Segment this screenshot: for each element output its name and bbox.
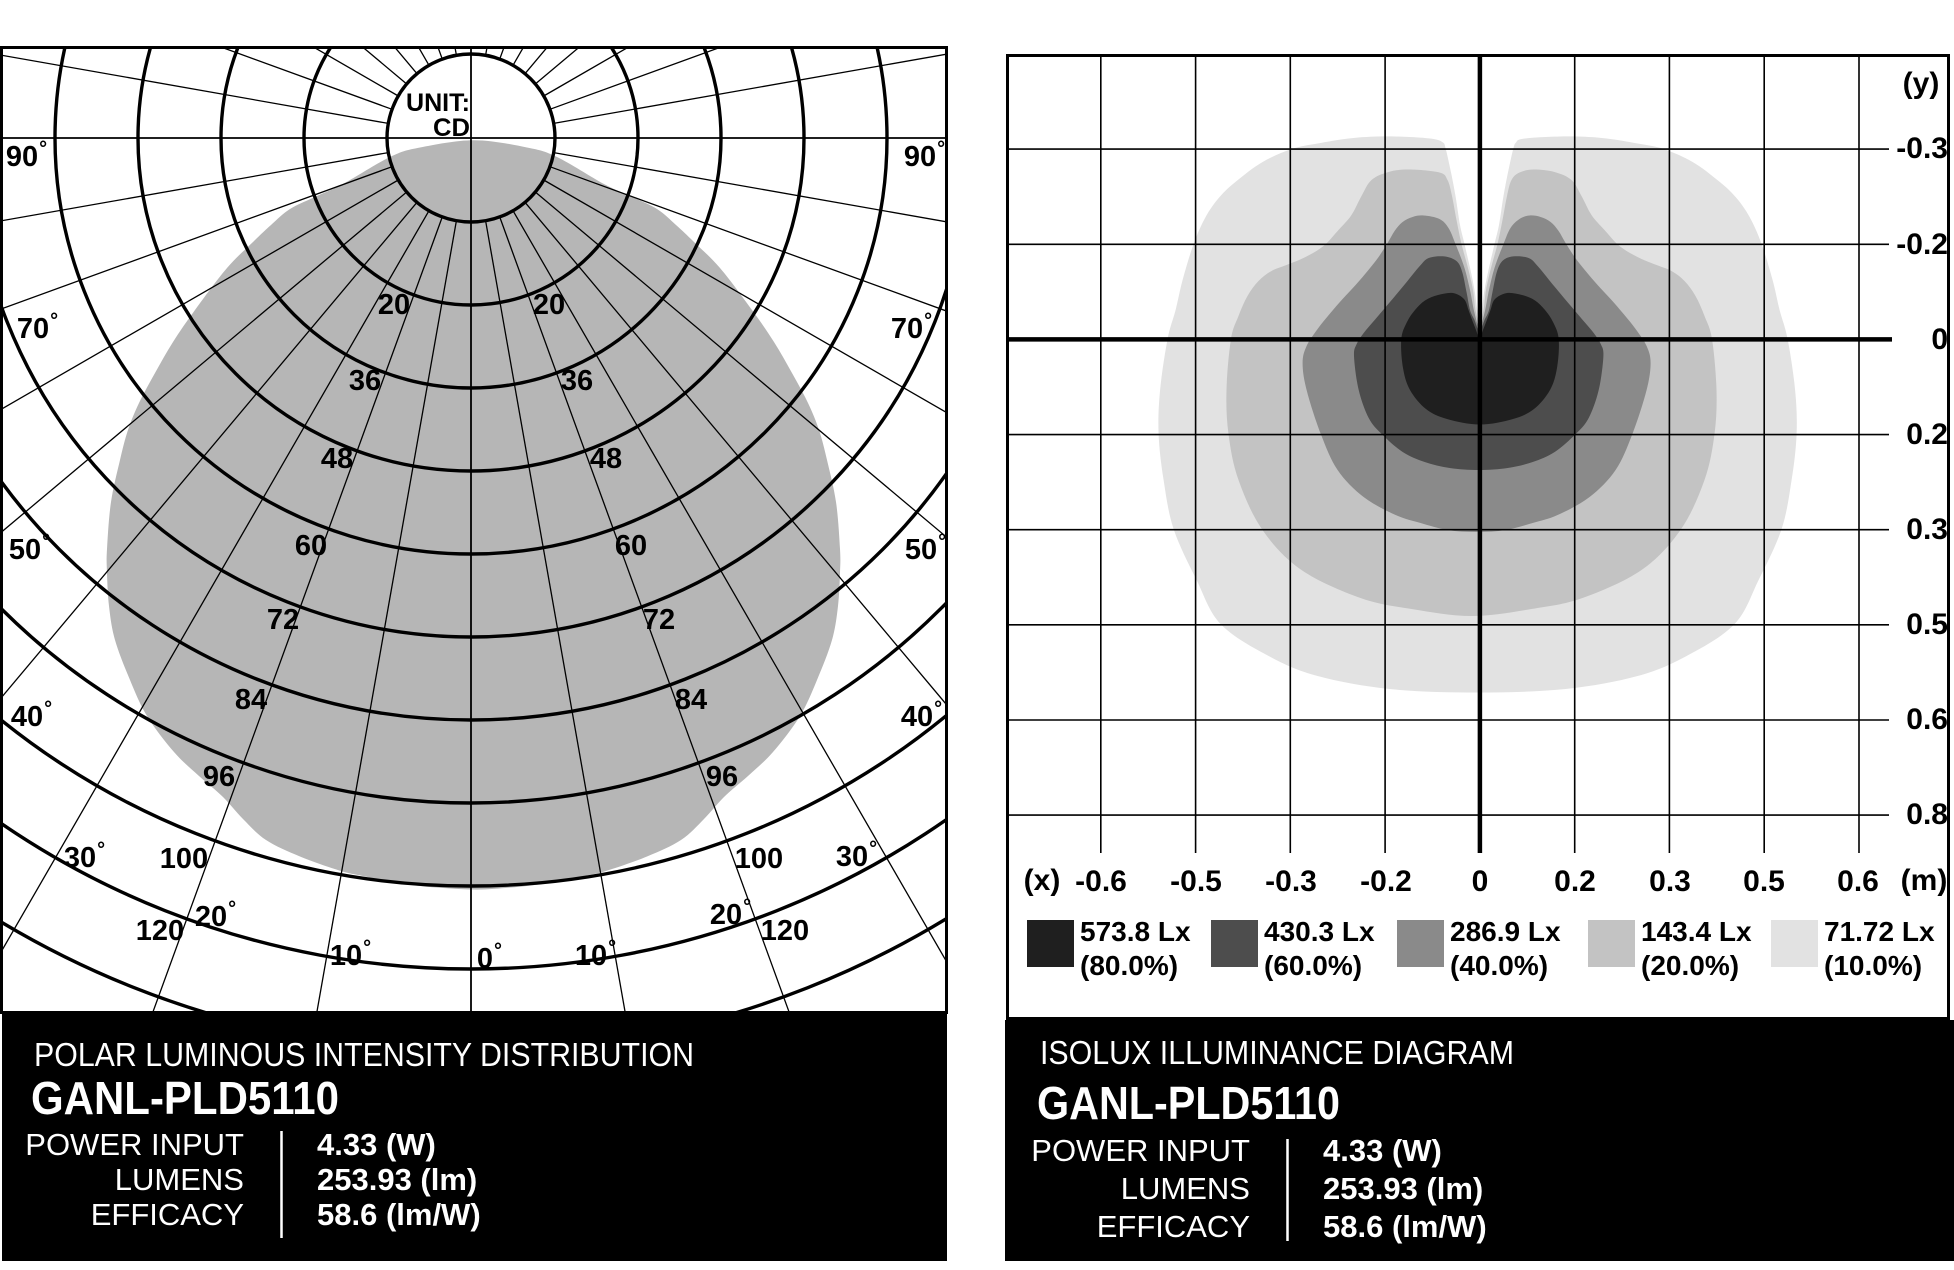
svg-text:(40.0%): (40.0%): [1450, 950, 1548, 981]
svg-text:0.5: 0.5: [1743, 865, 1785, 898]
svg-text:GANL-PLD5110: GANL-PLD5110: [31, 1072, 339, 1124]
svg-text:48: 48: [321, 443, 353, 475]
svg-text:°: °: [743, 896, 751, 918]
svg-text:LUMENS: LUMENS: [115, 1162, 244, 1197]
svg-text:253.93 (lm): 253.93 (lm): [1323, 1171, 1483, 1206]
svg-text:(60.0%): (60.0%): [1264, 950, 1362, 981]
svg-text:20: 20: [533, 289, 565, 321]
svg-text:100: 100: [735, 843, 783, 875]
svg-text:UNIT:: UNIT:: [406, 89, 470, 117]
svg-text:90: 90: [6, 141, 38, 173]
svg-text:°: °: [608, 937, 616, 959]
svg-text:°: °: [869, 838, 877, 860]
svg-text:(m): (m): [1901, 864, 1948, 897]
svg-text:40: 40: [901, 701, 933, 733]
svg-text:100: 100: [160, 843, 208, 875]
svg-text:0: 0: [477, 943, 493, 975]
svg-text:EFFICACY: EFFICACY: [91, 1197, 244, 1232]
svg-text:(80.0%): (80.0%): [1080, 950, 1178, 981]
svg-text:-0.3: -0.3: [1896, 132, 1948, 165]
svg-text:40: 40: [11, 701, 43, 733]
svg-text:ISOLUX ILLUMINANCE DIAGRAM: ISOLUX ILLUMINANCE DIAGRAM: [1040, 1034, 1514, 1071]
svg-text:0.6: 0.6: [1837, 865, 1879, 898]
svg-text:0.3: 0.3: [1649, 865, 1691, 898]
svg-text:50: 50: [905, 534, 937, 566]
svg-text:4.33 (W): 4.33 (W): [1323, 1133, 1442, 1168]
svg-text:°: °: [934, 698, 942, 720]
svg-text:°: °: [228, 898, 236, 920]
svg-text:POLAR LUMINOUS INTENSITY DISTR: POLAR LUMINOUS INTENSITY DISTRIBUTION: [34, 1036, 694, 1073]
svg-text:0.2: 0.2: [1554, 865, 1596, 898]
svg-text:84: 84: [675, 684, 707, 716]
svg-text:°: °: [39, 138, 47, 160]
svg-text:20: 20: [378, 289, 410, 321]
svg-text:90: 90: [904, 141, 936, 173]
svg-text:30: 30: [64, 842, 96, 874]
svg-text:96: 96: [203, 761, 235, 793]
svg-text:(10.0%): (10.0%): [1824, 950, 1922, 981]
svg-text:0: 0: [1472, 865, 1489, 898]
svg-text:(20.0%): (20.0%): [1641, 950, 1739, 981]
svg-text:48: 48: [590, 443, 622, 475]
svg-text:POWER INPUT: POWER INPUT: [25, 1127, 244, 1162]
svg-text:-0.5: -0.5: [1170, 865, 1222, 898]
svg-text:72: 72: [643, 604, 675, 636]
svg-text:143.4 Lx: 143.4 Lx: [1641, 916, 1752, 947]
svg-text:°: °: [938, 531, 946, 553]
svg-text:°: °: [97, 839, 105, 861]
svg-text:20: 20: [195, 901, 227, 933]
svg-text:50: 50: [9, 534, 41, 566]
svg-text:573.8 Lx: 573.8 Lx: [1080, 916, 1191, 947]
svg-text:°: °: [494, 940, 502, 962]
svg-text:253.93 (lm): 253.93 (lm): [317, 1162, 477, 1197]
svg-text:20: 20: [710, 899, 742, 931]
svg-text:10: 10: [575, 940, 607, 972]
svg-text:0.2: 0.2: [1906, 418, 1948, 451]
svg-text:(y): (y): [1903, 67, 1940, 100]
svg-text:96: 96: [706, 761, 738, 793]
svg-text:0: 0: [1931, 323, 1948, 356]
svg-text:70: 70: [891, 313, 923, 345]
svg-text:71.72 Lx: 71.72 Lx: [1824, 916, 1935, 947]
svg-text:0.5: 0.5: [1906, 608, 1948, 641]
svg-text:4.33 (W): 4.33 (W): [317, 1127, 436, 1162]
svg-text:°: °: [363, 937, 371, 959]
svg-text:58.6 (lm/W): 58.6 (lm/W): [1323, 1209, 1487, 1244]
svg-text:°: °: [44, 698, 52, 720]
svg-text:°: °: [924, 310, 932, 332]
svg-text:°: °: [50, 310, 58, 332]
svg-text:-0.2: -0.2: [1896, 228, 1948, 261]
svg-text:-0.3: -0.3: [1265, 865, 1317, 898]
svg-text:286.9 Lx: 286.9 Lx: [1450, 916, 1561, 947]
svg-text:84: 84: [235, 684, 267, 716]
svg-text:GANL-PLD5110: GANL-PLD5110: [1037, 1077, 1340, 1129]
svg-text:-0.6: -0.6: [1075, 865, 1127, 898]
svg-text:POWER INPUT: POWER INPUT: [1031, 1133, 1250, 1168]
svg-text:-0.2: -0.2: [1360, 865, 1412, 898]
svg-text:120: 120: [761, 915, 809, 947]
svg-text:30: 30: [836, 841, 868, 873]
svg-text:0.6: 0.6: [1906, 703, 1948, 736]
svg-text:60: 60: [615, 530, 647, 562]
svg-text:°: °: [42, 531, 50, 553]
svg-text:°: °: [937, 138, 945, 160]
svg-text:70: 70: [17, 313, 49, 345]
svg-text:(x): (x): [1024, 864, 1061, 897]
svg-text:0.8: 0.8: [1906, 798, 1948, 831]
svg-text:0.3: 0.3: [1906, 513, 1948, 546]
svg-text:120: 120: [136, 915, 184, 947]
svg-text:CD: CD: [433, 114, 470, 142]
svg-text:10: 10: [330, 940, 362, 972]
svg-text:72: 72: [267, 604, 299, 636]
svg-text:LUMENS: LUMENS: [1121, 1171, 1250, 1206]
svg-text:58.6 (lm/W): 58.6 (lm/W): [317, 1197, 481, 1232]
svg-text:36: 36: [561, 365, 593, 397]
svg-text:EFFICACY: EFFICACY: [1097, 1209, 1250, 1244]
svg-text:60: 60: [295, 530, 327, 562]
svg-text:36: 36: [349, 365, 381, 397]
svg-text:430.3 Lx: 430.3 Lx: [1264, 916, 1375, 947]
